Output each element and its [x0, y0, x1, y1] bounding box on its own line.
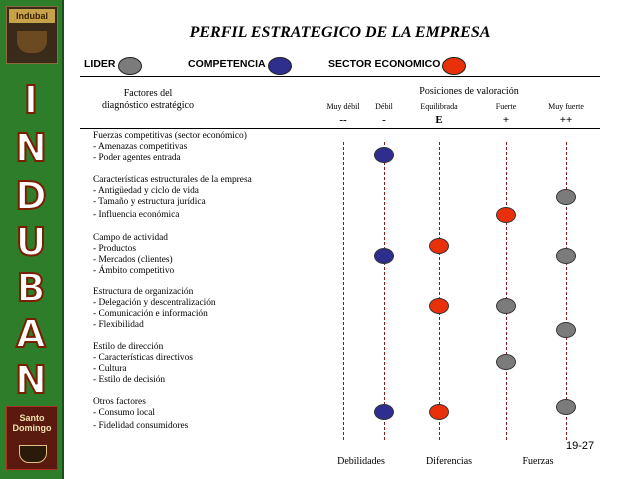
factor-line: - Antigüedad y ciclo de vida [93, 186, 199, 196]
rating-marker [556, 322, 576, 338]
scale-guide-line [439, 142, 440, 440]
scale-label: Fuerte [495, 102, 517, 111]
scale-symbol: ++ [559, 114, 573, 126]
brand-letter: N [14, 358, 48, 402]
scale-label: Débil [375, 102, 393, 111]
footer-debilidades: Debilidades [337, 456, 385, 467]
factor-line: - Amenazas competitivas [93, 142, 188, 152]
factor-line: - Productos [93, 244, 136, 254]
scale-label: Muy débil [326, 102, 360, 111]
rating-marker [496, 354, 516, 370]
page-title: PERFIL ESTRATEGICO DE LA EMPRESA [189, 24, 491, 41]
rating-marker [556, 248, 576, 264]
factors-header: Factores del diagnóstico estratégico [84, 88, 212, 112]
legend-dot-competencia [268, 57, 292, 75]
legend: LIDER COMPETENCIA SECTOR ECONOMICO [80, 56, 600, 77]
factor-line: Otros factores [93, 397, 146, 407]
legend-label-competencia: COMPETENCIA [188, 58, 266, 70]
coffee-cup-icon [17, 31, 47, 53]
scale-guide-line [384, 142, 385, 440]
factor-line: - Ámbito competitivo [93, 266, 175, 276]
header-separator [80, 128, 600, 129]
scale-symbol: E [435, 114, 443, 126]
scale-label: Equilibrada [420, 102, 458, 111]
positions-header: Posiciones de valoración [419, 86, 519, 97]
coffee-cup-icon [19, 445, 47, 463]
factor-line: Estilo de dirección [93, 342, 164, 352]
scale-guide-line [566, 142, 567, 440]
page-number: 19-27 [566, 440, 595, 452]
factor-line: - Fidelidad consumidores [93, 421, 189, 431]
factors-header-line1: Factores del [123, 88, 173, 99]
factor-line: - Tamaño y estructura jurídica [93, 197, 206, 207]
scale-symbol: + [502, 114, 510, 126]
rating-marker [496, 298, 516, 314]
rating-marker [374, 248, 394, 264]
legend-label-lider: LIDER [84, 58, 116, 70]
logo-bottom-label: Santo Domingo [12, 413, 52, 433]
brand-letter: U [15, 220, 48, 264]
logo-top-label: Indubal [9, 9, 55, 23]
rating-marker [374, 404, 394, 420]
footer-fuerzas: Fuerzas [522, 456, 554, 467]
scale-symbol: -- [339, 114, 347, 126]
legend-dot-lider [118, 57, 142, 75]
rating-marker [429, 404, 449, 420]
rating-marker [429, 238, 449, 254]
legend-dot-sector [442, 57, 466, 75]
rating-marker [556, 399, 576, 415]
factor-line: - Comunicación e información [93, 309, 208, 319]
factors-header-line2: diagnóstico estratégico [102, 100, 194, 111]
factor-line: - Mercados (clientes) [93, 255, 173, 265]
factor-line: - Características directivos [93, 353, 193, 363]
coffee-logo-bottom: Santo Domingo [6, 406, 58, 470]
factor-line: - Consumo local [93, 408, 155, 418]
factor-line: - Influencia económica [93, 210, 180, 220]
scale-label: Muy fuerte [548, 102, 584, 111]
factor-line: Fuerzas competitivas (sector económico) [93, 131, 247, 141]
factor-line: - Cultura [93, 364, 127, 374]
brand-letter: B [16, 266, 47, 310]
scale-guide-line [343, 142, 344, 440]
brand-letter: A [15, 312, 46, 356]
scale-symbol: - [382, 114, 386, 126]
rating-marker [556, 189, 576, 205]
factor-line: - Estilo de decisión [93, 375, 166, 385]
rating-marker [429, 298, 449, 314]
factor-line: - Delegación y descentralización [93, 298, 216, 308]
brand-sidebar: Indubal I N D U B A N Santo Domingo [0, 0, 64, 479]
rating-marker [374, 147, 394, 163]
legend-label-sector: SECTOR ECONOMICO [328, 58, 441, 70]
scale-guide-line [506, 142, 507, 440]
brand-letter: N [14, 126, 48, 170]
factor-line: Campo de actividad [93, 233, 168, 243]
brand-letter: I [23, 78, 39, 122]
coffee-logo-top: Indubal [6, 6, 58, 64]
footer-diferencias: Diferencias [425, 456, 473, 467]
brand-letter: D [14, 174, 48, 218]
factor-line: Características estructurales de la empr… [93, 175, 252, 185]
factor-line: Estructura de organización [93, 287, 194, 297]
factor-line: - Poder agentes entrada [93, 153, 181, 163]
factor-line: - Flexibilidad [93, 320, 144, 330]
rating-marker [496, 207, 516, 223]
